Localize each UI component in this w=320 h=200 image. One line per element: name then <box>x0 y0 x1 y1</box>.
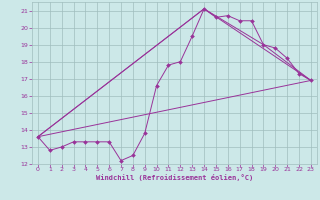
X-axis label: Windchill (Refroidissement éolien,°C): Windchill (Refroidissement éolien,°C) <box>96 174 253 181</box>
